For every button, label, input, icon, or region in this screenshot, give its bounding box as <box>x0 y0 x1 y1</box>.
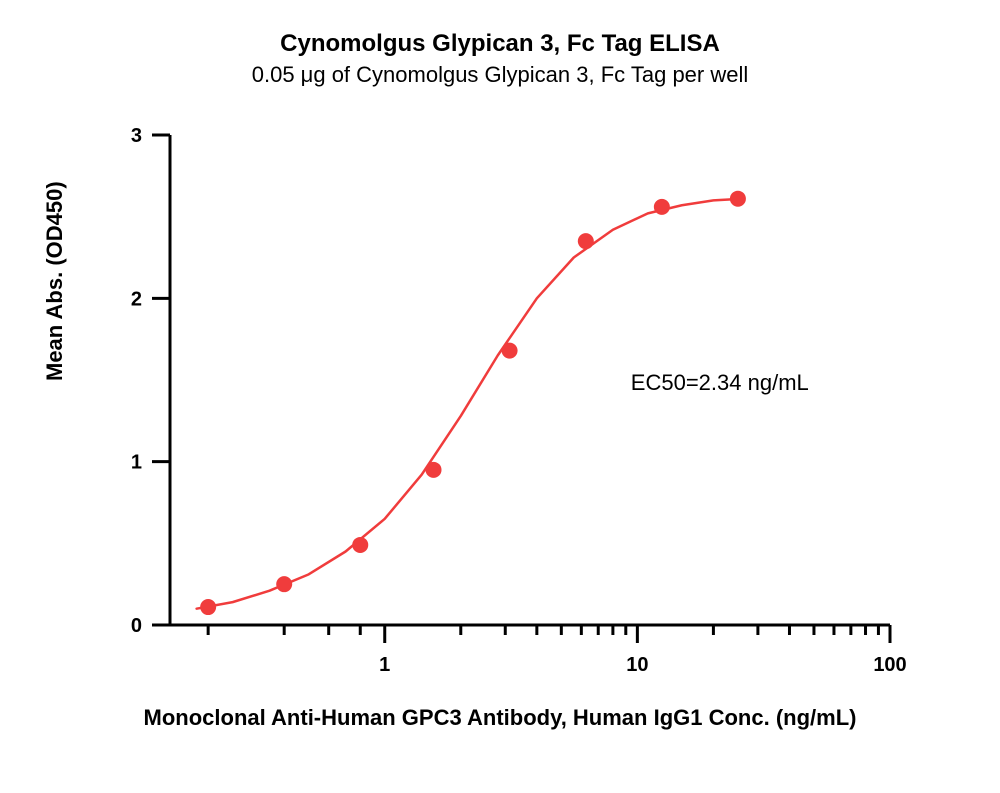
data-point <box>654 199 670 215</box>
data-point <box>502 343 518 359</box>
fit-curve <box>197 199 743 609</box>
data-point <box>276 576 292 592</box>
x-tick-label: 100 <box>873 654 906 676</box>
y-tick-label: 2 <box>131 288 142 310</box>
chart-container: Cynomolgus Glypican 3, Fc Tag ELISA 0.05… <box>0 0 1000 793</box>
chart-plot-area: 0 1 2 3 1 10 100 <box>0 0 1000 793</box>
y-tick-label: 0 <box>131 615 142 637</box>
x-tick-label: 1 <box>379 654 390 676</box>
data-point <box>200 599 216 615</box>
data-point <box>426 462 442 478</box>
data-point <box>578 233 594 249</box>
data-point <box>730 191 746 207</box>
data-point <box>352 537 368 553</box>
y-tick-label: 1 <box>131 452 142 474</box>
x-tick-label: 10 <box>626 654 648 676</box>
y-tick-label: 3 <box>131 125 142 147</box>
